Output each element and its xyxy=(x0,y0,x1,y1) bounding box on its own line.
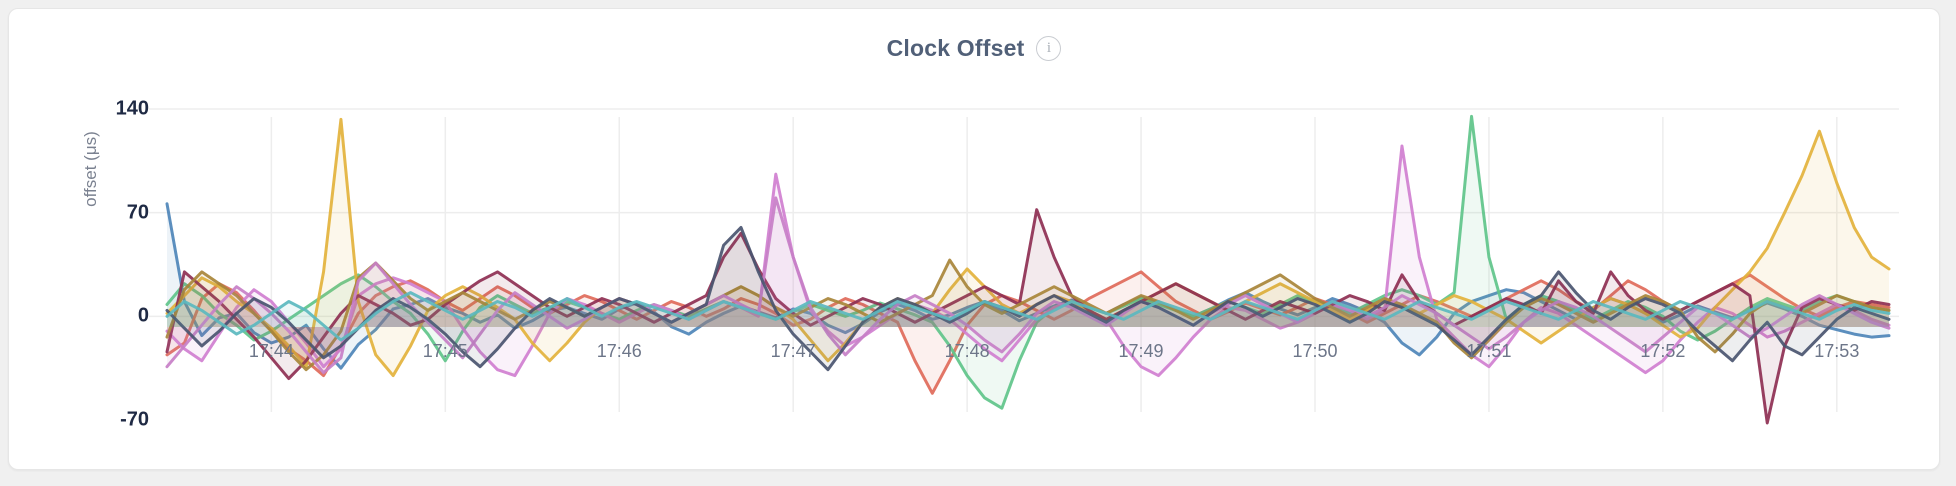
series-area xyxy=(167,197,1889,373)
x-tick-label: 17:50 xyxy=(1292,341,1338,361)
y-tick-label: 70 xyxy=(126,201,149,224)
page-title: Clock Offset xyxy=(886,35,1025,61)
y-tick-label: 140 xyxy=(115,97,149,120)
x-tick-label: 17:47 xyxy=(770,341,816,361)
series-line[interactable] xyxy=(165,225,1891,372)
x-tick-label: 17:45 xyxy=(422,341,468,361)
series-line[interactable] xyxy=(165,196,1891,375)
x-tick-label: 17:44 xyxy=(248,341,294,361)
card-header: Clock Offset i xyxy=(9,35,1939,62)
x-tick-label: 17:49 xyxy=(1118,341,1164,361)
clock-offset-card: Clock Offset i offset (μs) 140 70 0 -70 17:… xyxy=(8,8,1940,470)
chart-svg xyxy=(149,108,1899,425)
y-axis-ticks: 140 70 0 -70 xyxy=(29,9,149,469)
x-tick-label: 17:52 xyxy=(1640,341,1686,361)
series-line[interactable] xyxy=(165,258,1891,372)
series-line[interactable] xyxy=(165,291,1891,342)
x-tick-label: 17:53 xyxy=(1814,341,1860,361)
series-area xyxy=(167,227,1889,370)
x-tick-label: 17:48 xyxy=(944,341,990,361)
series-area xyxy=(167,146,1889,376)
chart-plot-area: offset (μs) 140 70 0 -70 17:44 17:45 17:46 17:… xyxy=(9,9,1939,469)
x-tick-label: 17:46 xyxy=(596,341,642,361)
x-tick-label: 17:51 xyxy=(1466,341,1512,361)
y-tick-label: 0 xyxy=(137,304,149,327)
y-tick-label: -70 xyxy=(120,408,149,431)
info-icon[interactable]: i xyxy=(1036,36,1062,61)
